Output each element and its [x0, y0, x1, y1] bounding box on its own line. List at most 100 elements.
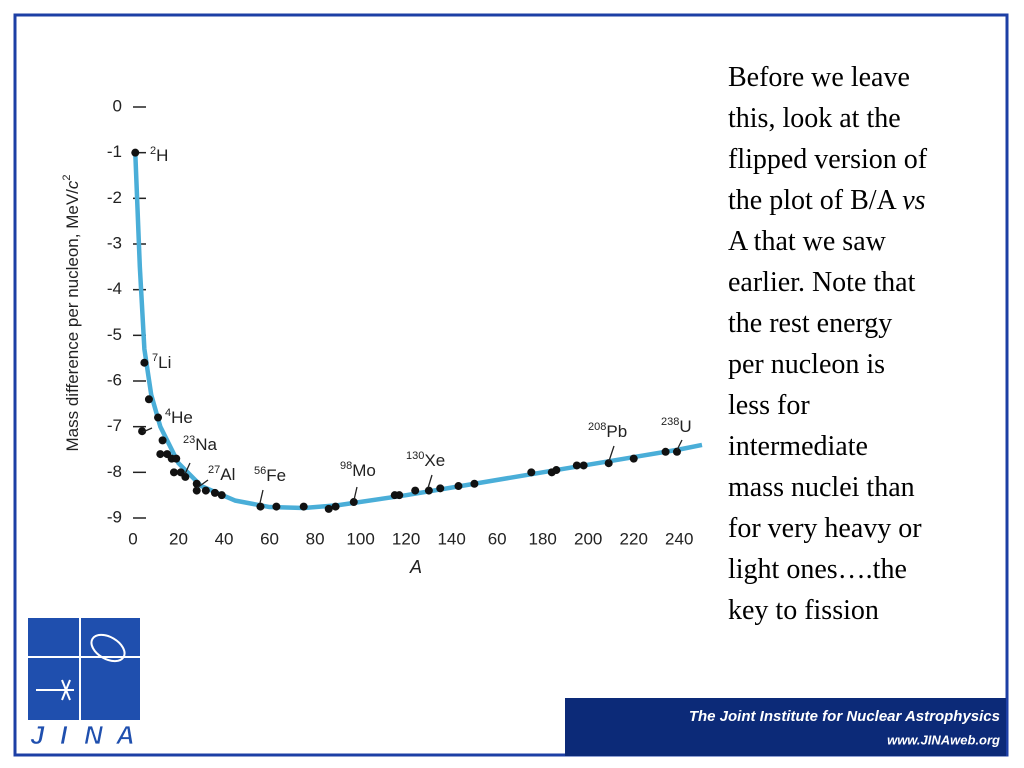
body-text: Before we leave this, look at the flipped … [728, 62, 928, 626]
annotation: 7Li [152, 352, 171, 373]
x-tick-label: 40 [215, 529, 234, 548]
point [661, 447, 670, 456]
body-line: less for [728, 390, 810, 421]
point [629, 454, 638, 463]
point [172, 454, 181, 463]
logo-letter: N [84, 720, 104, 750]
point [158, 436, 167, 445]
x-tick-label: 60 [260, 529, 279, 548]
point [181, 472, 190, 481]
point [169, 468, 178, 477]
body-line-em: vs [902, 185, 925, 216]
annotation: 208Pb [588, 421, 627, 442]
point [210, 488, 219, 497]
annotation: 4He [165, 407, 193, 428]
point [527, 468, 536, 477]
y-tick-label: -1 [107, 142, 122, 161]
plot: 0 -1 -2 -3 -4 -5 -6 -7 -8 -9 0 20 40 60 80 100 120 140 60 1… [107, 96, 703, 548]
point [138, 427, 147, 436]
annotation: 238U [661, 416, 692, 437]
x-axis-label: A [409, 557, 422, 577]
y-tick-label: 0 [113, 96, 122, 115]
body-line: A that we saw [728, 226, 887, 257]
body-line: flipped version of [728, 144, 928, 175]
annotation: 23Na [183, 434, 218, 455]
frame [13, 13, 1009, 757]
y-tick-label: -2 [107, 188, 122, 207]
body-line: for very heavy or [728, 513, 922, 544]
x-tick-label: 60 [488, 529, 507, 548]
y-axis-label: Mass difference per nucleon, MeV/c2 [61, 174, 83, 451]
point [140, 358, 149, 367]
logo-letter: I [60, 720, 68, 750]
point [572, 461, 581, 470]
point [672, 447, 681, 456]
footer-title: The Joint Institute for Nuclear Astrophy… [689, 708, 1000, 725]
body-line: per nucleon is [728, 349, 885, 380]
point [156, 450, 165, 459]
x-tick-label: 220 [620, 529, 648, 548]
body-line: Before we leave [728, 62, 910, 93]
y-label-italic: c [63, 180, 82, 189]
logo-letter: A [115, 720, 135, 750]
x-tick-label: 0 [128, 529, 137, 548]
point [324, 504, 333, 513]
annotation: 98Mo [340, 460, 376, 481]
point [411, 486, 420, 495]
y-tick-label: -9 [107, 507, 122, 526]
point [192, 479, 201, 488]
body-line: mass nuclei than [728, 472, 915, 503]
point [436, 484, 445, 493]
point [454, 482, 463, 491]
body-line-text: the plot of B/A [728, 185, 902, 216]
point [424, 486, 433, 495]
y-tick-label: -4 [107, 279, 122, 298]
logo-letter: J [30, 720, 45, 750]
point [256, 502, 265, 511]
body-line: the rest energy [728, 308, 892, 339]
x-tick-label: 200 [574, 529, 602, 548]
x-tick-label: 240 [665, 529, 693, 548]
annotation: 27Al [208, 464, 235, 485]
x-tick-label: 180 [528, 529, 556, 548]
point [470, 479, 479, 488]
footer-box [565, 698, 1006, 756]
point [217, 491, 226, 500]
y-label-sup: 2 [61, 174, 73, 180]
curve [133, 152, 703, 511]
y-tick-label: -6 [107, 370, 122, 389]
body-line: key to fission [728, 595, 879, 626]
point [604, 459, 613, 468]
annotations: 2H 7Li 4He 23Na 27Al 56Fe 98Mo 130Xe 208… [150, 145, 692, 486]
x-tick-label: 80 [306, 529, 325, 548]
leader-lines [142, 427, 683, 504]
y-tick-label: -8 [107, 462, 122, 481]
annotation: 56Fe [254, 465, 286, 486]
point [349, 498, 358, 507]
point [192, 486, 201, 495]
body-line: intermediate [728, 431, 868, 462]
y-tick-label: -3 [107, 233, 122, 252]
point [154, 413, 163, 422]
point [331, 502, 340, 511]
y-tick-label: -5 [107, 325, 122, 344]
footer-url: www.JINAweb.org [887, 732, 1000, 747]
annotation: 130Xe [406, 450, 445, 471]
point [552, 466, 561, 475]
x-tick-label: 20 [169, 529, 188, 548]
body-line: the plot of B/A vs [728, 185, 926, 216]
logo: J I N A [28, 618, 140, 750]
point [144, 395, 153, 404]
x-tick-label: 100 [346, 529, 374, 548]
point [272, 502, 281, 511]
point [201, 486, 210, 495]
x-tick-label: 140 [437, 529, 465, 548]
point [395, 491, 404, 500]
point [299, 502, 308, 511]
point [579, 461, 588, 470]
body-line: earlier. Note that [728, 267, 916, 298]
body-line: light ones….the [728, 554, 907, 585]
x-tick-label: 120 [392, 529, 420, 548]
